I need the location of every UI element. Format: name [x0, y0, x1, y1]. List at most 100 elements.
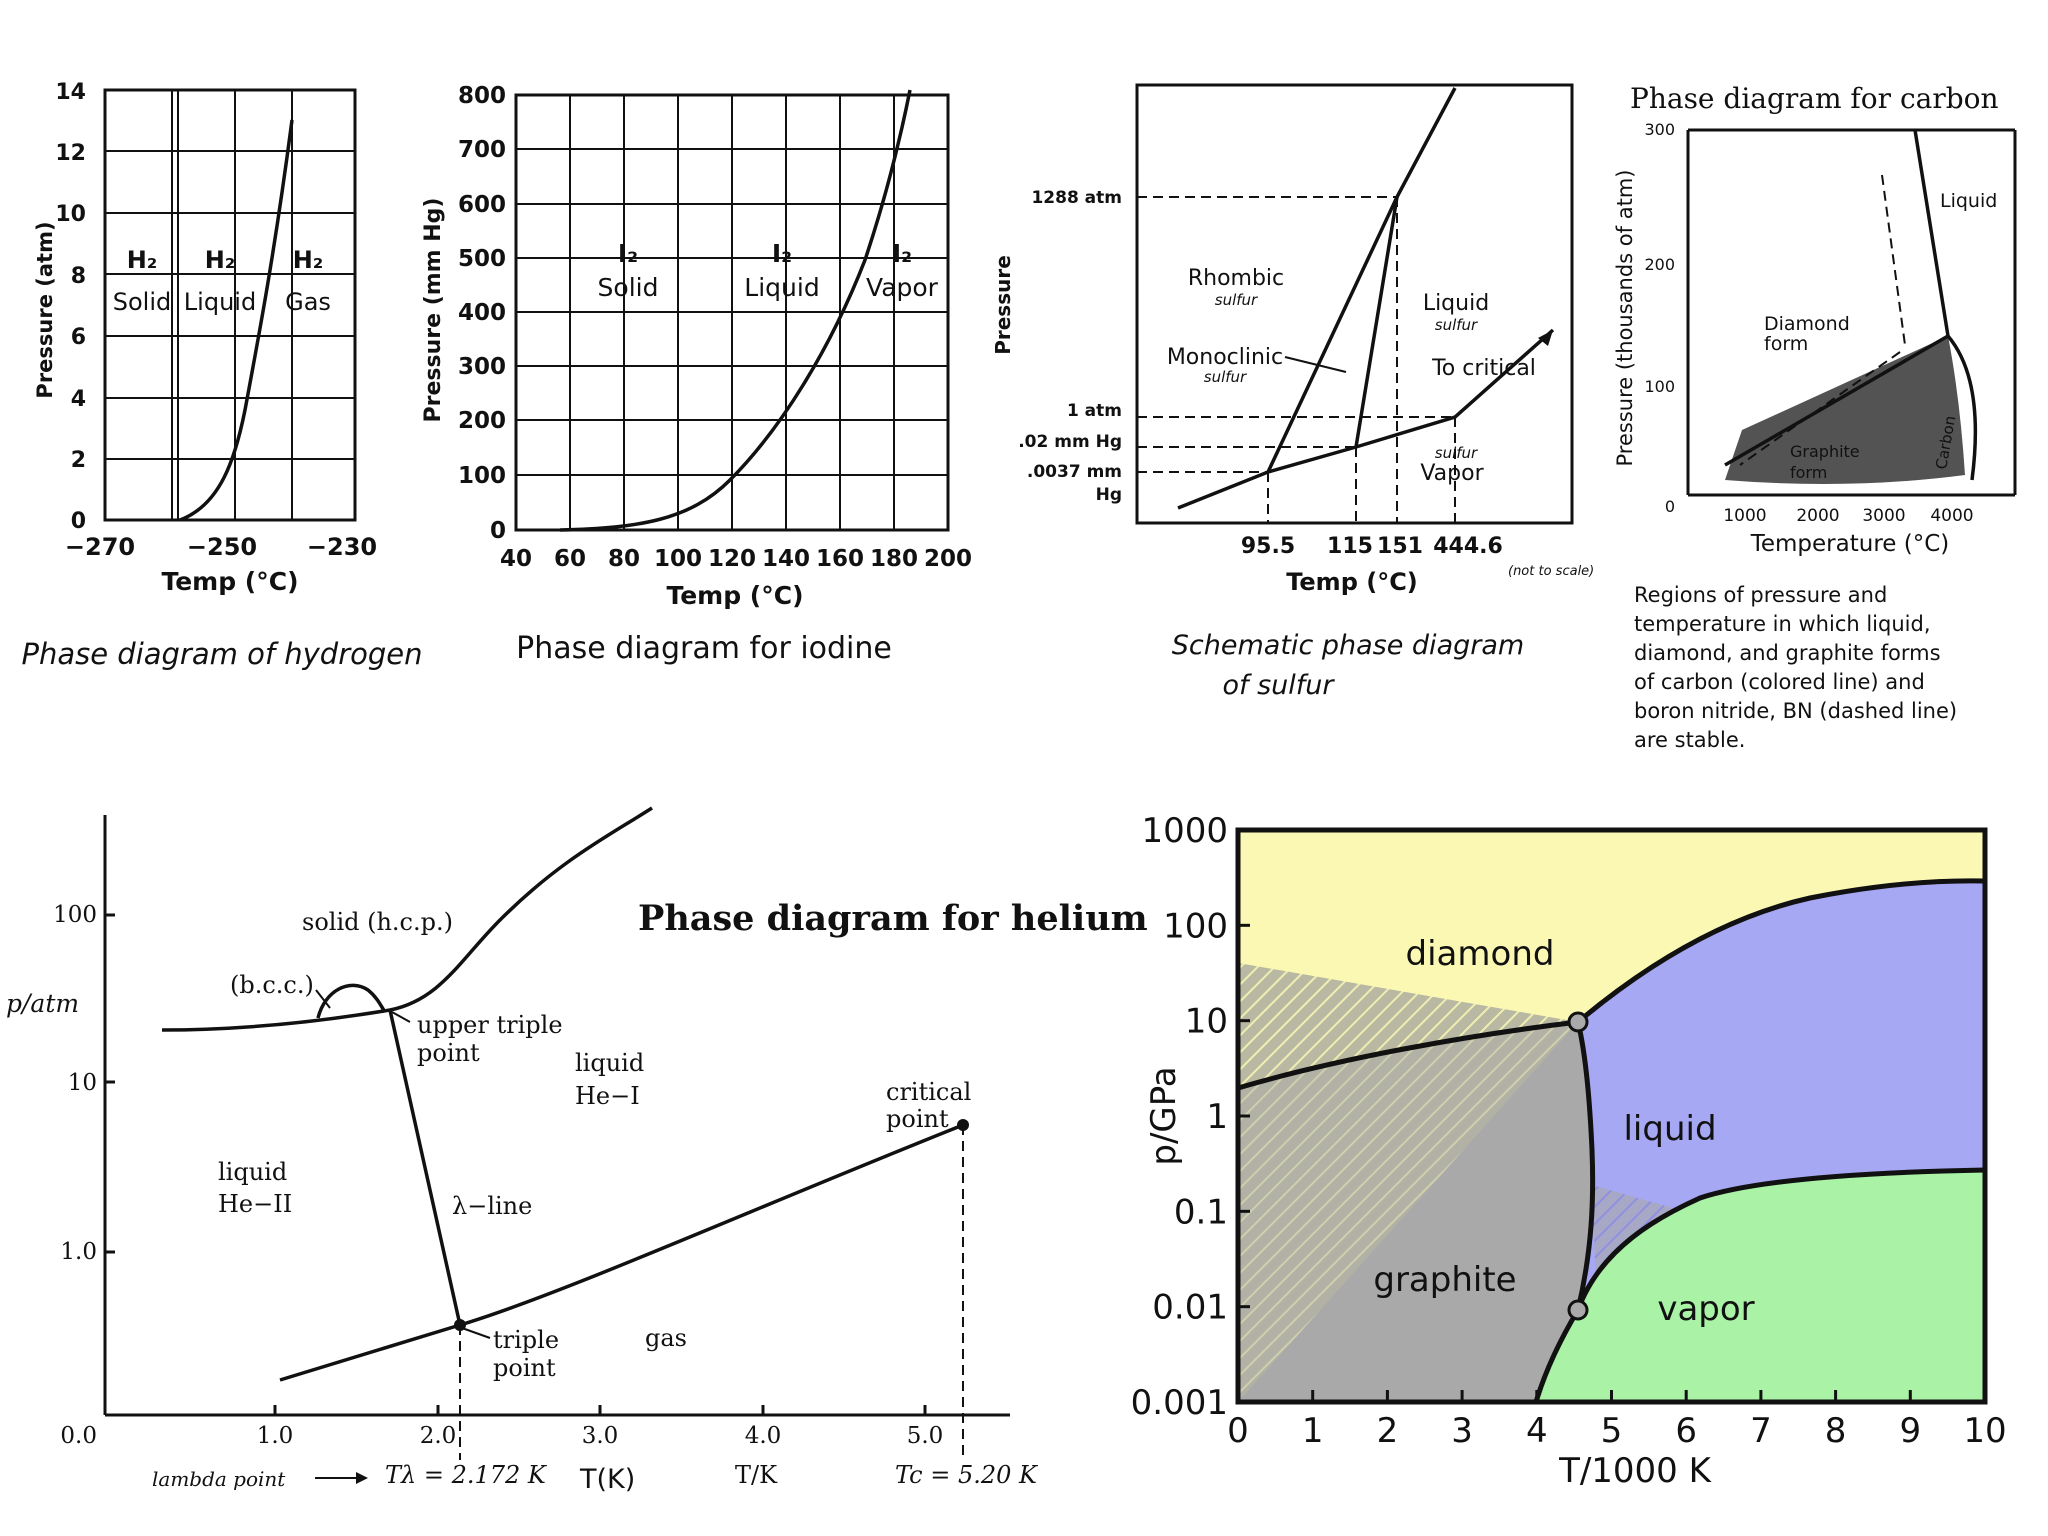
- hydrogen-x-ticks: −270 −250 −230: [65, 533, 377, 561]
- to-critical-arrowhead: [1538, 330, 1553, 346]
- region-label-liquid: Liquid: [1423, 291, 1489, 316]
- temp-mark: 444.6: [1433, 534, 1503, 559]
- y-tick-label: 100: [1163, 906, 1228, 946]
- pressure-mark: 1 atm: [1067, 401, 1122, 421]
- phase-formula: H₂: [127, 246, 158, 274]
- phase-label: Gas: [285, 288, 331, 316]
- region-label-diamond: diamond: [1406, 934, 1555, 974]
- iodine-grid: [516, 95, 948, 530]
- carbon-pt-chart: 0 1 2 3 4 5 6 7 8 9 10 0.001 0.01 0.1 1 10 100 1000 T/100…: [1131, 811, 2007, 1491]
- helium-y-axis-label: p/atm: [6, 989, 79, 1018]
- x-tick-label: 8: [1825, 1411, 1847, 1451]
- y-tick-label: 10: [1185, 1002, 1228, 1042]
- sulfur-dashed-guides: [1137, 196, 1456, 523]
- sulfur-temp-marks: 95.5 115 151 444.6: [1241, 534, 1503, 559]
- tick-label: 10: [68, 1070, 97, 1096]
- sulfur-caption-line2: of sulfur: [1222, 670, 1335, 701]
- tick-label: 10: [55, 202, 86, 227]
- carbon-liquid-graphite-boundary: [1946, 334, 1978, 481]
- sulfur-x-axis-label: Temp (°C): [1286, 568, 1418, 596]
- tick-label: 0: [1665, 497, 1675, 516]
- iodine-y-ticks: 0 100 200 300 400 500 600 700 800: [458, 83, 506, 544]
- chart-boundaries: [1237, 878, 1986, 1403]
- temp-mark: 151: [1377, 534, 1423, 559]
- carbon-region-labels: Liquid Diamond form Graphite form Carbon: [1764, 190, 1997, 482]
- label-solid-hcp: solid (h.c.p.): [302, 908, 453, 936]
- tick-label: 500: [458, 246, 506, 272]
- region-label-monoclinic-sub: sulfur: [1204, 368, 1247, 386]
- x-tick-label: 5: [1601, 1411, 1623, 1451]
- helium-y-ticks: 0.0 1.0 10 100: [53, 902, 97, 1449]
- chart-regions: [1238, 830, 1985, 1402]
- region-label-rhombic: Rhombic: [1188, 266, 1284, 291]
- label-critical-point: critical: [886, 1078, 971, 1106]
- tick-label: 100: [654, 546, 702, 572]
- tick-label: 6: [71, 325, 86, 350]
- liquid-vapor-boundary: [1575, 1167, 1986, 1311]
- vapor-pressure-curve: [279, 1123, 964, 1382]
- carbon-diamond-graphite-boundary: [1724, 334, 1949, 467]
- carbon-x-axis-label: Temperature (°C): [1750, 531, 1950, 557]
- phase-formula: H₂: [205, 246, 236, 274]
- chart-x-axis-label: T/1000 K: [1558, 1451, 1713, 1491]
- phase-formula: I₂: [618, 239, 638, 268]
- graphite-region: [1725, 336, 1965, 484]
- hydrogen-y-axis-label: Pressure (atm): [33, 221, 57, 398]
- sulfur-region-labels: Rhombic sulfur Monoclinic sulfur Liquid …: [1167, 266, 1536, 486]
- tick-label: 2.0: [420, 1423, 457, 1449]
- x-tick-label: 0: [1227, 1411, 1249, 1451]
- helium-labels: solid (h.c.p.) (b.c.c.) upper triple poi…: [218, 908, 971, 1382]
- region-label-diamond: Diamond: [1764, 313, 1850, 335]
- phase-label: Vapor: [866, 273, 939, 302]
- region-label-rhombic-sub: sulfur: [1215, 291, 1258, 309]
- tick-label: 1.0: [60, 1239, 97, 1265]
- t-over-k-label: T/K: [735, 1461, 778, 1489]
- x-tick-label: 3: [1451, 1411, 1473, 1451]
- tick-label: 140: [762, 546, 810, 572]
- phase-label: Liquid: [184, 288, 256, 316]
- description-line: boron nitride, BN (dashed line): [1634, 699, 1957, 723]
- x-tick-label: 4: [1526, 1411, 1548, 1451]
- tick-label: 180: [870, 546, 918, 572]
- description-line: are stable.: [1634, 728, 1745, 752]
- phase-label: Solid: [598, 273, 659, 302]
- carbon-y-ticks: 0 100 200 300: [1644, 120, 1675, 516]
- hydrogen-plot-frame: [103, 88, 357, 522]
- region-label-vapor: vapor: [1657, 1289, 1754, 1329]
- tick-label: 1000: [1723, 506, 1766, 526]
- to-critical-label: To critical: [1431, 356, 1536, 381]
- chart-ticks: [1236, 828, 1987, 1404]
- tick-label: 4000: [1930, 506, 1973, 526]
- y-tick-label: 0.001: [1131, 1383, 1228, 1423]
- triple-point-lower: [1567, 1299, 1589, 1321]
- tick-label: 60: [554, 546, 586, 572]
- description-line: Regions of pressure and: [1634, 583, 1887, 607]
- chart-tick-labels: 0 1 2 3 4 5 6 7 8 9 10 0.001 0.01 0.1 1 10 100 1000: [1131, 811, 2007, 1451]
- graphite-diamond-boundary: [1237, 1019, 1579, 1091]
- description-line: diamond, and graphite forms: [1634, 641, 1941, 665]
- helium-ticks: [105, 913, 927, 1415]
- x-tick-label: 7: [1750, 1411, 1772, 1451]
- region-label-diamond-sub: form: [1764, 333, 1808, 355]
- iodine-caption: Phase diagram for iodine: [516, 631, 892, 666]
- rhombic-monoclinic-line: [1266, 196, 1399, 473]
- helium-title: Phase diagram for helium: [638, 898, 1148, 939]
- tick-label: 4: [71, 387, 86, 412]
- region-label-liquid-sub: sulfur: [1435, 316, 1478, 334]
- tick-label: 700: [458, 137, 506, 163]
- tick-label: 0: [71, 509, 86, 534]
- carbon-x-ticks: 1000 2000 3000 4000: [1723, 506, 1973, 526]
- y-tick-label: 1000: [1141, 811, 1228, 851]
- region-liquid: [1578, 880, 1985, 1310]
- tick-label: 1.0: [257, 1423, 294, 1449]
- phase-label: Liquid: [744, 273, 819, 302]
- t-c-label: Tc = 5.20 K: [895, 1461, 1039, 1489]
- tick-label: 100: [53, 902, 97, 928]
- label-liquid-he1-2: He−I: [575, 1082, 640, 1110]
- tick-label: −230: [307, 533, 377, 561]
- iodine-vapor-curve: [559, 89, 912, 532]
- tick-label: 0.0: [60, 1423, 97, 1449]
- lambda-point-handwritten: lambda point: [152, 1467, 286, 1491]
- tick-label: 300: [458, 354, 506, 380]
